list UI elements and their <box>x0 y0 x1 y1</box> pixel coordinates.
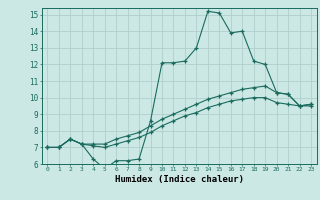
X-axis label: Humidex (Indice chaleur): Humidex (Indice chaleur) <box>115 175 244 184</box>
